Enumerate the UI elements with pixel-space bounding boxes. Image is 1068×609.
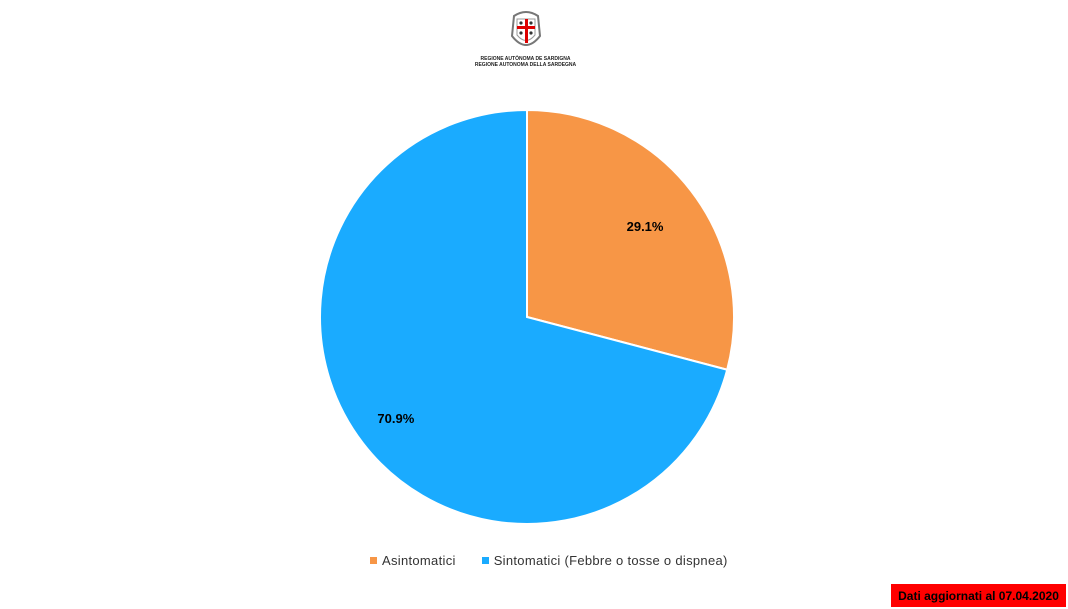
pie-data-label-1: 70.9%	[377, 411, 414, 426]
legend-label: Sintomatici (Febbre o tosse o dispnea)	[493, 553, 728, 568]
legend-label: Asintomatici	[382, 553, 456, 568]
pie-slice-1	[319, 108, 729, 525]
legend-swatch	[481, 557, 489, 564]
pie-slice-0	[526, 108, 735, 371]
logo-line-2: REGIONE AUTONOMA DELLA SARDEGNA	[474, 62, 577, 68]
legend: Asintomatici Sintomatici (Febbre o tosse…	[370, 553, 728, 568]
legend-swatch	[370, 557, 377, 564]
legend-item-asintomatici: Asintomatici	[370, 553, 456, 568]
data-date-note: Dati aggiornati al 07.04.2020	[891, 584, 1066, 607]
logo-line-1: REGIONE AUTÒNOMA DE SARDIGNA	[480, 56, 571, 62]
region-logo: REGIONE AUTÒNOMA DE SARDIGNA REGIONE AUT…	[468, 10, 583, 76]
pie-data-label-0: 29.1%	[627, 219, 664, 234]
coat-of-arms-icon	[510, 11, 541, 46]
legend-item-sintomatici: Sintomatici (Febbre o tosse o dispnea)	[481, 553, 728, 568]
